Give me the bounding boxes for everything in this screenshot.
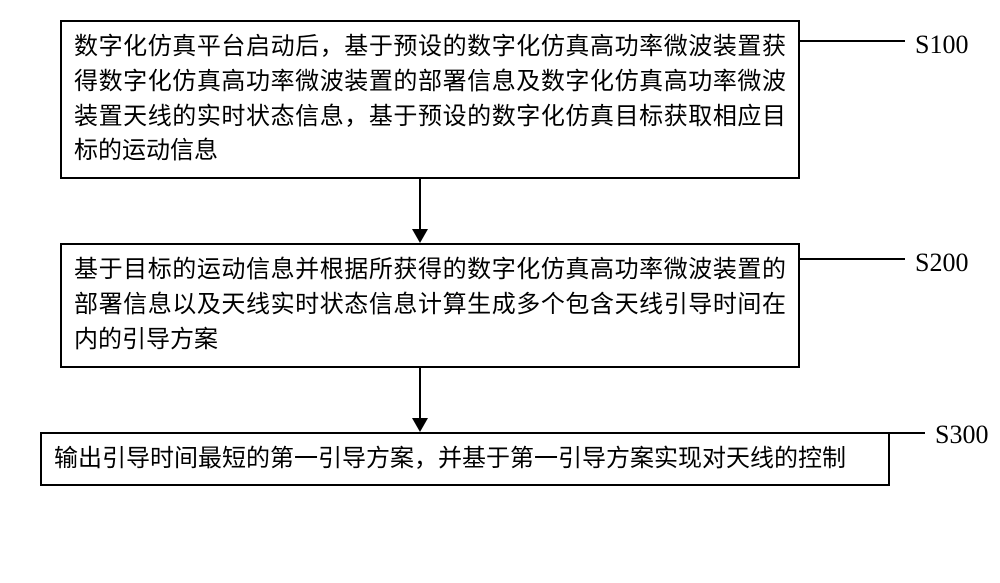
step-box-s100: 数字化仿真平台启动后，基于预设的数字化仿真高功率微波装置获得数字化仿真高功率微波… <box>60 20 800 179</box>
step-row-s300: 输出引导时间最短的第一引导方案，并基于第一引导方案实现对天线的控制 S300 <box>40 432 960 487</box>
arrow-line-2 <box>419 368 421 418</box>
arrow-line-1 <box>419 179 421 229</box>
arrow-head-2 <box>412 418 428 432</box>
arrow-head-1 <box>412 229 428 243</box>
lead-line-s100 <box>800 40 905 42</box>
lead-line-s300 <box>890 432 925 434</box>
step-row-s100: 数字化仿真平台启动后，基于预设的数字化仿真高功率微波装置获得数字化仿真高功率微波… <box>40 20 960 179</box>
arrow-2 <box>412 368 428 432</box>
step-label-s300: S300 <box>935 420 988 450</box>
flowchart-container: 数字化仿真平台启动后，基于预设的数字化仿真高功率微波装置获得数字化仿真高功率微波… <box>40 20 960 486</box>
step-label-s200: S200 <box>915 248 968 278</box>
lead-line-s200 <box>800 258 905 260</box>
step-box-s300: 输出引导时间最短的第一引导方案，并基于第一引导方案实现对天线的控制 <box>40 432 890 487</box>
step-label-s100: S100 <box>915 30 968 60</box>
arrow-1 <box>412 179 428 243</box>
step-row-s200: 基于目标的运动信息并根据所获得的数字化仿真高功率微波装置的部署信息以及天线实时状… <box>40 243 960 367</box>
step-box-s200: 基于目标的运动信息并根据所获得的数字化仿真高功率微波装置的部署信息以及天线实时状… <box>60 243 800 367</box>
